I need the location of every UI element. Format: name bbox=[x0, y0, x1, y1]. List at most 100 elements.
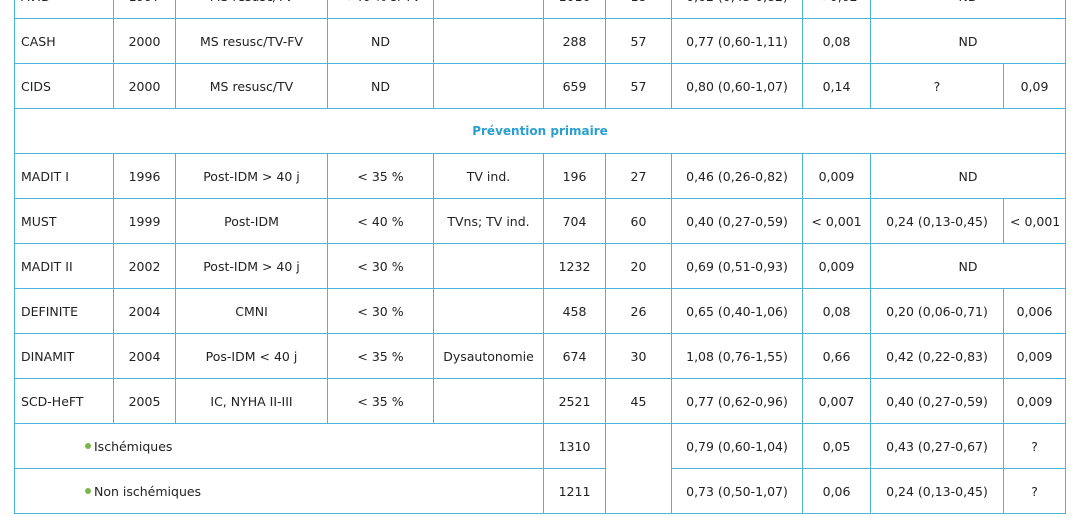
p-arrhythmic: ? bbox=[1002, 468, 1067, 514]
patient-count: 674 bbox=[543, 333, 606, 379]
year: 1996 bbox=[113, 153, 176, 199]
hr-arrhythmic: 0,43 (0,27-0,67) bbox=[870, 423, 1004, 469]
subgroup-row: Ischémiques 1310 0,79 (0,60-1,04) 0,05 0… bbox=[14, 423, 1067, 514]
patient-count: 458 bbox=[543, 288, 606, 334]
subgroup-label-cell: Non ischémiques bbox=[14, 468, 544, 514]
followup: 18 bbox=[605, 0, 672, 19]
hr-all-cause: 0,69 (0,51-0,93) bbox=[671, 243, 803, 289]
table-row: CIDS 2000 MS resusc/TV ND 659 57 0,80 (0… bbox=[14, 63, 1067, 109]
table-row: SCD-HeFT 2005 IC, NYHA II-III < 35 % 252… bbox=[14, 378, 1067, 424]
bullet-icon bbox=[85, 488, 91, 494]
other-criteria bbox=[433, 288, 544, 334]
p-arrhythmic: < 0,001 bbox=[1002, 198, 1067, 244]
patient-count: 1016 bbox=[543, 0, 606, 19]
p-arrhythmic: 0,006 bbox=[1002, 288, 1067, 334]
table-row: DINAMIT 2004 Pos-IDM < 40 j < 35 % Dysau… bbox=[14, 333, 1067, 379]
hr-all-cause: 1,08 (0,76-1,55) bbox=[671, 333, 803, 379]
hr-arrhythmic: 0,24 (0,13-0,45) bbox=[870, 198, 1004, 244]
p-arrhythmic: 0,009 bbox=[1002, 378, 1067, 424]
p-all-cause: 0,08 bbox=[802, 288, 871, 334]
hr-all-cause: 0,77 (0,60-1,11) bbox=[671, 18, 803, 64]
hr-all-cause: 0,40 (0,27-0,59) bbox=[671, 198, 803, 244]
section-title: Prévention primaire bbox=[13, 108, 1067, 154]
p-arrhythmic: ? bbox=[1002, 423, 1067, 469]
patient-count: 1310 bbox=[543, 423, 606, 469]
p-all-cause: 0,08 bbox=[802, 18, 871, 64]
population: Post-IDM bbox=[175, 198, 328, 244]
table-row: MUST 1999 Post-IDM < 40 % TVns; TV ind. … bbox=[14, 198, 1067, 244]
population: Pos-IDM < 40 j bbox=[175, 333, 328, 379]
followup: 45 bbox=[605, 378, 672, 424]
fevg: < 35 % bbox=[327, 333, 434, 379]
followup: 57 bbox=[605, 18, 672, 64]
followup: 57 bbox=[605, 63, 672, 109]
p-all-cause: 0,14 bbox=[802, 63, 871, 109]
hr-all-cause: 0,65 (0,40-1,06) bbox=[671, 288, 803, 334]
followup: 60 bbox=[605, 198, 672, 244]
p-all-cause: 0,009 bbox=[802, 153, 871, 199]
population: MS resusc/TV bbox=[175, 63, 328, 109]
p-arrhythmic: 0,09 bbox=[1002, 63, 1067, 109]
fevg: < 40 % bbox=[327, 198, 434, 244]
hr-all-cause: 0,80 (0,60-1,07) bbox=[671, 63, 803, 109]
hr-arrhythmic: ND bbox=[869, 0, 1067, 19]
other-criteria bbox=[433, 243, 544, 289]
patient-count: 2521 bbox=[543, 378, 606, 424]
study-name: MUST bbox=[14, 198, 114, 244]
fevg: ND bbox=[327, 18, 434, 64]
year: 2000 bbox=[113, 63, 176, 109]
hr-all-cause: 0,79 (0,60-1,04) bbox=[671, 423, 803, 469]
other-criteria: Dysautonomie bbox=[433, 333, 544, 379]
study-name: CASH bbox=[14, 18, 114, 64]
p-all-cause: 0,009 bbox=[802, 243, 871, 289]
p-all-cause: 0,007 bbox=[802, 378, 871, 424]
hr-all-cause: 0,62 (0,43-0,82) bbox=[671, 0, 803, 19]
year: 2005 bbox=[113, 378, 176, 424]
p-all-cause: < 0,001 bbox=[802, 198, 871, 244]
followup: 20 bbox=[605, 243, 672, 289]
other-criteria: TV ind. bbox=[433, 153, 544, 199]
followup: 26 bbox=[605, 288, 672, 334]
year: 2002 bbox=[113, 243, 176, 289]
other-criteria: TVns; TV ind. bbox=[433, 198, 544, 244]
population: Post-IDM > 40 j bbox=[175, 243, 328, 289]
population: Post-IDM > 40 j bbox=[175, 153, 328, 199]
patient-count: 704 bbox=[543, 198, 606, 244]
fevg: ND bbox=[327, 63, 434, 109]
table-row: AVID 1997 MS resusc/TV < 40 % si TV 1016… bbox=[14, 0, 1067, 19]
p-all-cause: 0,06 bbox=[802, 468, 871, 514]
study-name: CIDS bbox=[14, 63, 114, 109]
hr-arrhythmic: ? bbox=[870, 63, 1004, 109]
patient-count: 288 bbox=[543, 18, 606, 64]
year: 2000 bbox=[113, 18, 176, 64]
year: 2004 bbox=[113, 288, 176, 334]
year: 2004 bbox=[113, 333, 176, 379]
followup: 30 bbox=[605, 333, 672, 379]
table-row: DEFINITE 2004 CMNI < 30 % 458 26 0,65 (0… bbox=[14, 288, 1067, 334]
p-arrhythmic: 0,009 bbox=[1002, 333, 1067, 379]
table-row: MADIT II 2002 Post-IDM > 40 j < 30 % 123… bbox=[14, 243, 1067, 289]
subgroup-label: Non ischémiques bbox=[94, 483, 202, 499]
table-row: MADIT I 1996 Post-IDM > 40 j < 35 % TV i… bbox=[14, 153, 1067, 199]
hr-arrhythmic: 0,40 (0,27-0,59) bbox=[870, 378, 1004, 424]
fevg: < 35 % bbox=[327, 153, 434, 199]
followup-blank bbox=[605, 423, 672, 514]
population: MS resusc/TV bbox=[175, 0, 328, 19]
population: IC, NYHA II-III bbox=[175, 378, 328, 424]
bullet-icon bbox=[85, 443, 91, 449]
hr-all-cause: 0,46 (0,26-0,82) bbox=[671, 153, 803, 199]
population: CMNI bbox=[175, 288, 328, 334]
population: MS resusc/TV-FV bbox=[175, 18, 328, 64]
p-all-cause: 0,05 bbox=[802, 423, 871, 469]
other-criteria bbox=[433, 63, 544, 109]
study-name: DINAMIT bbox=[14, 333, 114, 379]
other-criteria bbox=[433, 18, 544, 64]
hr-arrhythmic: 0,20 (0,06-0,71) bbox=[870, 288, 1004, 334]
study-name: AVID bbox=[14, 0, 114, 19]
section-row: Prévention primaire bbox=[13, 108, 1067, 154]
patient-count: 659 bbox=[543, 63, 606, 109]
hr-arrhythmic: ND bbox=[869, 153, 1067, 199]
patient-count: 196 bbox=[543, 153, 606, 199]
patient-count: 1232 bbox=[543, 243, 606, 289]
study-name: DEFINITE bbox=[14, 288, 114, 334]
